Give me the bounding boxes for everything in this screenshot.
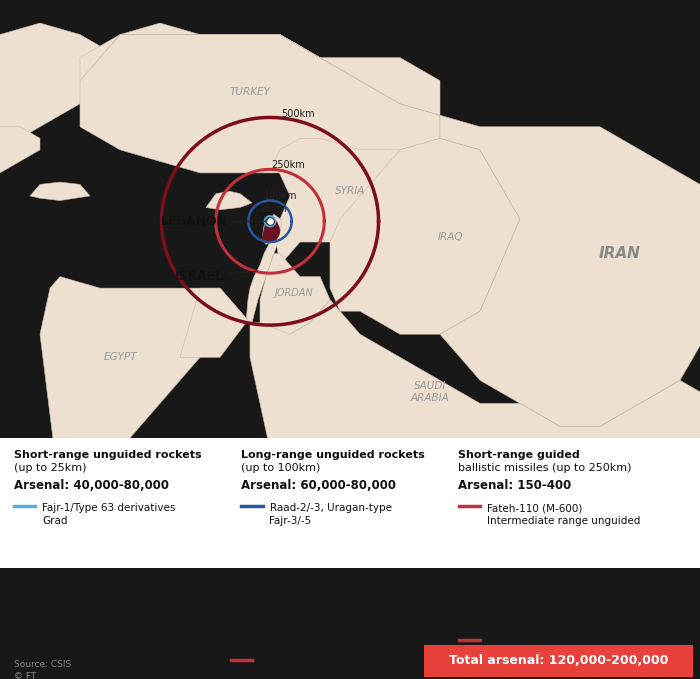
Text: 25km: 25km [259,204,286,215]
Polygon shape [180,288,250,357]
Text: Total arsenal: 120,000-200,000: Total arsenal: 120,000-200,000 [449,655,668,667]
Polygon shape [246,240,278,323]
Polygon shape [80,35,440,173]
Text: IRAN: IRAN [599,246,641,261]
Polygon shape [262,218,280,243]
Text: Source: CSIS
© FT: Source: CSIS © FT [14,660,71,679]
Polygon shape [274,139,440,265]
Polygon shape [260,253,330,334]
Polygon shape [206,191,252,210]
Text: IRAQ: IRAQ [438,232,463,242]
Text: JORDAN: JORDAN [274,288,314,297]
Polygon shape [0,23,120,150]
FancyBboxPatch shape [0,438,700,568]
Text: LEBANON: LEBANON [161,215,266,227]
Text: EGYPT: EGYPT [104,352,136,363]
Text: 500km: 500km [281,109,315,119]
Polygon shape [30,182,90,200]
Text: Arsenal: 60,000-80,000: Arsenal: 60,000-80,000 [241,479,396,492]
Text: Fajr-1/Type 63 derivatives: Fajr-1/Type 63 derivatives [42,503,176,513]
Text: Fateh-110 (M-600): Fateh-110 (M-600) [486,503,582,513]
Text: Arsenal: 150-400: Arsenal: 150-400 [458,479,572,492]
Polygon shape [262,215,282,244]
Polygon shape [40,276,250,496]
Polygon shape [330,139,520,334]
Text: Arsenal: 40,000-80,000: Arsenal: 40,000-80,000 [14,479,169,492]
Text: Long-range unguided rockets: Long-range unguided rockets [241,450,426,460]
Polygon shape [80,23,440,115]
Text: (up to 100km): (up to 100km) [241,463,321,473]
Text: ballistic missiles (up to 250km): ballistic missiles (up to 250km) [458,463,632,473]
Text: 100km: 100km [264,191,298,201]
Text: Grad: Grad [42,516,67,526]
Text: Short-range unguided rockets: Short-range unguided rockets [14,450,202,460]
Text: TURKEY: TURKEY [230,87,270,97]
Text: SAUDI
ARABIA: SAUDI ARABIA [411,381,449,403]
FancyBboxPatch shape [424,645,693,676]
Text: Raad-2/-3, Uragan-type: Raad-2/-3, Uragan-type [270,503,391,513]
Text: 250km: 250km [272,160,305,170]
Text: (up to 25km): (up to 25km) [14,463,87,473]
Polygon shape [0,127,40,173]
Text: Fajr-3/-5: Fajr-3/-5 [270,516,312,526]
Text: SYRIA: SYRIA [335,186,365,196]
Polygon shape [440,115,700,426]
Text: Short-range guided: Short-range guided [458,450,580,460]
Text: Intermediate range unguided: Intermediate range unguided [486,516,640,526]
Text: ISRAEL: ISRAEL [175,270,257,283]
Polygon shape [250,299,700,496]
